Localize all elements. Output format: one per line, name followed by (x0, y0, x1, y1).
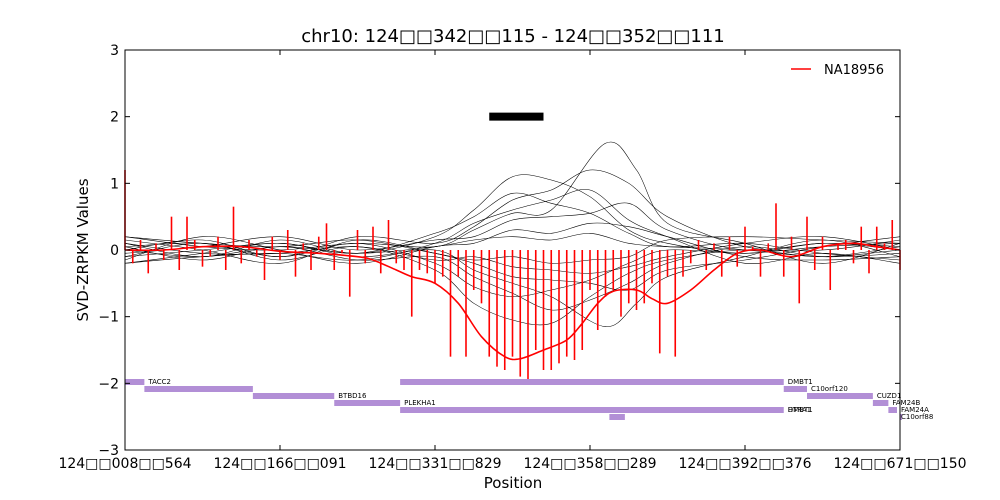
x-axis-label: Position (484, 474, 542, 492)
gene-bar-3 (334, 400, 401, 406)
sample-curve-1 (124, 174, 901, 257)
x-tick-label-0: 124□□008□□564 (58, 456, 191, 472)
gene-label-11: FAM24A (901, 406, 929, 414)
gene-bar-9 (807, 393, 873, 399)
x-tick-label-1: 124□□166□□091 (213, 456, 346, 472)
y-tick-label-4: 1 (110, 176, 119, 192)
gene-label-2: BTBD16 (338, 392, 367, 400)
legend: NA18956 (791, 63, 884, 78)
gene-label-5: DMBT1 (788, 378, 813, 386)
legend-label-na18956: NA18956 (824, 63, 884, 78)
gene-label-8: C10orf120 (811, 385, 848, 393)
gene-bar-6 (609, 414, 625, 420)
gene-bar-4 (400, 407, 784, 413)
axes: −3 −2 −1 0 1 2 3 124□□008□□564 124□□166□□091 124□… (58, 43, 966, 472)
gene-label-4: HTRA1 (788, 406, 811, 414)
gene-bar-1 (144, 386, 253, 392)
gene-label-12: C10orf88 (901, 413, 933, 421)
gene-bar-0 (125, 379, 145, 385)
gene-bar-10 (872, 400, 889, 406)
sample-curve-2 (124, 243, 901, 326)
sample-curve-11 (124, 192, 901, 261)
y-tick-label-1: −2 (98, 376, 119, 392)
y-tick-label-5: 2 (110, 110, 119, 126)
plot-area: TACC2BTBD16PLEKHA1HTRA1DMBT1DMBT1C10orf1… (124, 112, 933, 421)
gene-label-7: DMBT1 (788, 406, 813, 414)
na18956-smooth-line (124, 242, 901, 361)
y-tick-label-6: 3 (110, 43, 119, 59)
y-tick-label-2: −1 (98, 310, 119, 326)
y-tick-label-0: −3 (98, 443, 119, 459)
x-tick-label-3: 124□□358□□289 (523, 456, 656, 472)
x-tick-label-4: 124□□392□□376 (678, 456, 811, 472)
gene-bar-8 (783, 386, 807, 392)
gene-bar-2 (252, 393, 335, 399)
x-tick-label-2: 124□□331□□829 (368, 456, 501, 472)
y-tick-label-3: 0 (110, 243, 119, 259)
gene-label-3: PLEKHA1 (404, 399, 436, 407)
sample-curve-3 (124, 141, 901, 264)
sample-curve-8 (124, 236, 901, 291)
gene-label-0: TACC2 (147, 378, 171, 386)
gene-bar-5 (400, 379, 784, 385)
gene-label-9: CUZD1 (877, 392, 902, 400)
gene-label-10: FAM24B (892, 399, 920, 407)
gene-bar-12 (900, 414, 902, 420)
x-tick-label-5: 124□□671□□150 (833, 456, 966, 472)
chart-title: chr10: 124□□342□□115 - 124□□352□□111 (301, 26, 725, 47)
y-axis-label: SVD-ZRPKM Values (74, 178, 92, 321)
gene-bar-11 (888, 407, 897, 413)
